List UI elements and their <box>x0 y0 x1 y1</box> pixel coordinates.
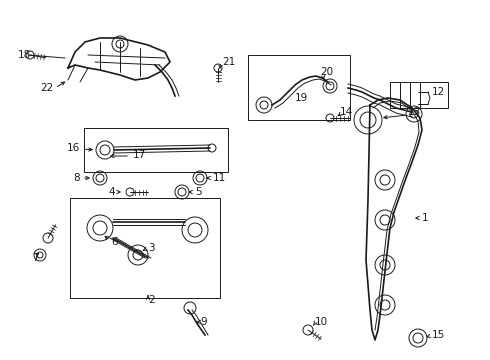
Text: 18: 18 <box>18 50 31 60</box>
Text: 13: 13 <box>408 107 421 117</box>
Text: 16: 16 <box>67 143 80 153</box>
Text: 8: 8 <box>74 173 80 183</box>
Text: 14: 14 <box>340 107 353 117</box>
Text: 19: 19 <box>295 93 308 103</box>
Text: 15: 15 <box>432 330 445 340</box>
Text: 22: 22 <box>40 83 53 93</box>
Text: 1: 1 <box>422 213 429 223</box>
Text: 21: 21 <box>222 57 235 67</box>
Text: 12: 12 <box>432 87 445 97</box>
Bar <box>70 198 220 298</box>
Bar <box>248 55 350 120</box>
Text: 3: 3 <box>148 243 155 253</box>
Text: 17: 17 <box>133 150 146 160</box>
Text: 20: 20 <box>320 67 333 77</box>
Text: 7: 7 <box>32 253 39 263</box>
Text: 9: 9 <box>200 317 207 327</box>
Text: 2: 2 <box>148 295 155 305</box>
Bar <box>390 82 448 108</box>
Text: 10: 10 <box>315 317 328 327</box>
Bar <box>84 128 228 172</box>
Text: 5: 5 <box>195 187 201 197</box>
Text: 4: 4 <box>108 187 115 197</box>
Text: 6: 6 <box>111 237 118 247</box>
Text: 11: 11 <box>213 173 226 183</box>
